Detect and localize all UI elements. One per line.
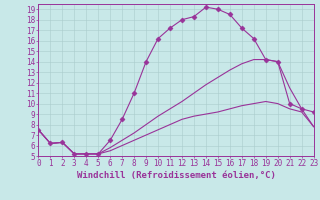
X-axis label: Windchill (Refroidissement éolien,°C): Windchill (Refroidissement éolien,°C) [76, 171, 276, 180]
